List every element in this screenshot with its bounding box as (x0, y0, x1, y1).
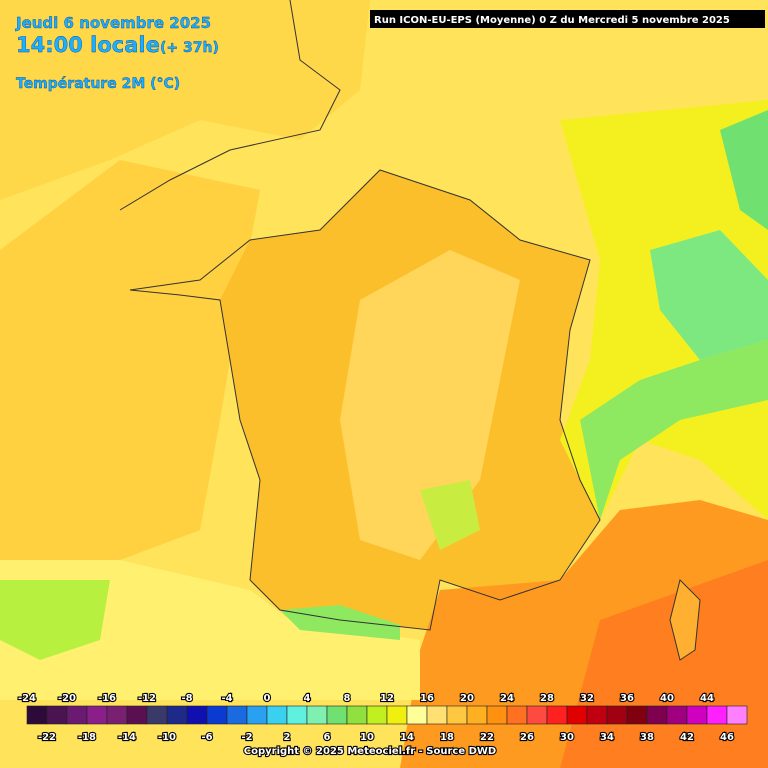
copyright: Copyright © 2025 Meteociel.fr - Source D… (244, 746, 496, 757)
uk-coast (119, 0, 341, 211)
legend-swatch (726, 705, 748, 725)
legend-swatch (426, 705, 448, 725)
legend-label: 22 (480, 732, 494, 743)
legend-swatch (266, 705, 288, 725)
legend-swatch (206, 705, 228, 725)
legend-swatch (706, 705, 728, 725)
legend-swatch (666, 705, 688, 725)
legend-label: 40 (660, 693, 674, 704)
legend-label: 42 (680, 732, 694, 743)
legend-label: -8 (181, 693, 192, 704)
legend-label: 8 (344, 693, 351, 704)
legend-label: 30 (560, 732, 574, 743)
legend-label: 34 (600, 732, 614, 743)
north-sea-zone (0, 0, 370, 200)
legend-label: 12 (380, 693, 394, 704)
legend-label: -24 (18, 693, 36, 704)
legend-swatch (26, 705, 48, 725)
corsica (669, 579, 701, 661)
legend-swatch (66, 705, 88, 725)
legend-swatch (626, 705, 648, 725)
legend-label: 36 (620, 693, 634, 704)
variable: Température 2M (°C) (16, 76, 180, 92)
legend-label: 32 (580, 693, 594, 704)
legend-label: -16 (98, 693, 116, 704)
legend-label: 24 (500, 693, 514, 704)
legend-label: 20 (460, 693, 474, 704)
legend-swatch (646, 705, 668, 725)
legend-label: 6 (324, 732, 331, 743)
legend-swatch (146, 705, 168, 725)
legend-label: 16 (420, 693, 434, 704)
massif-zone (420, 480, 480, 550)
legend-label: 44 (700, 693, 714, 704)
legend-label: -12 (138, 693, 156, 704)
legend-label: 38 (640, 732, 654, 743)
legend-label: -4 (221, 693, 232, 704)
legend-label: -20 (58, 693, 76, 704)
spain-green-zone (0, 580, 110, 660)
alps-zone (580, 340, 768, 520)
legend-swatch (566, 705, 588, 725)
legend-swatch (246, 705, 268, 725)
legend-label: 14 (400, 732, 414, 743)
legend-swatch (106, 705, 128, 725)
legend-swatch (46, 705, 68, 725)
legend-swatch (466, 705, 488, 725)
legend-label: 46 (720, 732, 734, 743)
legend-swatch (506, 705, 528, 725)
legend-swatch (606, 705, 628, 725)
legend-swatch (446, 705, 468, 725)
legend-swatch (346, 705, 368, 725)
legend-label: 28 (540, 693, 554, 704)
legend-swatch (406, 705, 428, 725)
legend-swatch (686, 705, 708, 725)
run-banner (370, 10, 765, 28)
legend-label: 0 (264, 693, 271, 704)
legend-swatch (166, 705, 188, 725)
legend-label: -14 (118, 732, 136, 743)
east-green-zone (720, 110, 768, 230)
legend-label: 10 (360, 732, 374, 743)
legend-label: 26 (520, 732, 534, 743)
legend-label: 4 (304, 693, 311, 704)
legend-label: 18 (440, 732, 454, 743)
legend-swatch (586, 705, 608, 725)
legend-label: -18 (78, 732, 96, 743)
legend-swatch (366, 705, 388, 725)
legend-swatch (286, 705, 308, 725)
time: 14:00 locale (16, 33, 160, 57)
central-zone (340, 250, 520, 560)
legend-label: -10 (158, 732, 176, 743)
atlantic-zone (0, 160, 260, 560)
offset: (+ 37h) (160, 40, 219, 56)
legend-swatch (486, 705, 508, 725)
legend-label: -6 (201, 732, 212, 743)
legend-swatch (126, 705, 148, 725)
legend-label: 2 (284, 732, 291, 743)
alps-north-zone (650, 230, 768, 360)
legend-swatch (526, 705, 548, 725)
france-border (129, 169, 601, 631)
legend: -24-22-20-18-16-14-12-10-8-6-4-202468101… (17, 692, 748, 744)
legend-swatch (186, 705, 208, 725)
run-info: Run ICON-EU-EPS (Moyenne) 0 Z du Mercred… (374, 15, 730, 26)
legend-swatch (226, 705, 248, 725)
legend-label: -2 (241, 732, 252, 743)
legend-swatch (546, 705, 568, 725)
legend-label: -22 (38, 732, 56, 743)
legend-swatch (326, 705, 348, 725)
legend-swatch (386, 705, 408, 725)
legend-swatch (306, 705, 328, 725)
pyrenees-zone (280, 605, 400, 640)
date: Jeudi 6 novembre 2025 (15, 14, 211, 32)
legend-swatch (86, 705, 108, 725)
